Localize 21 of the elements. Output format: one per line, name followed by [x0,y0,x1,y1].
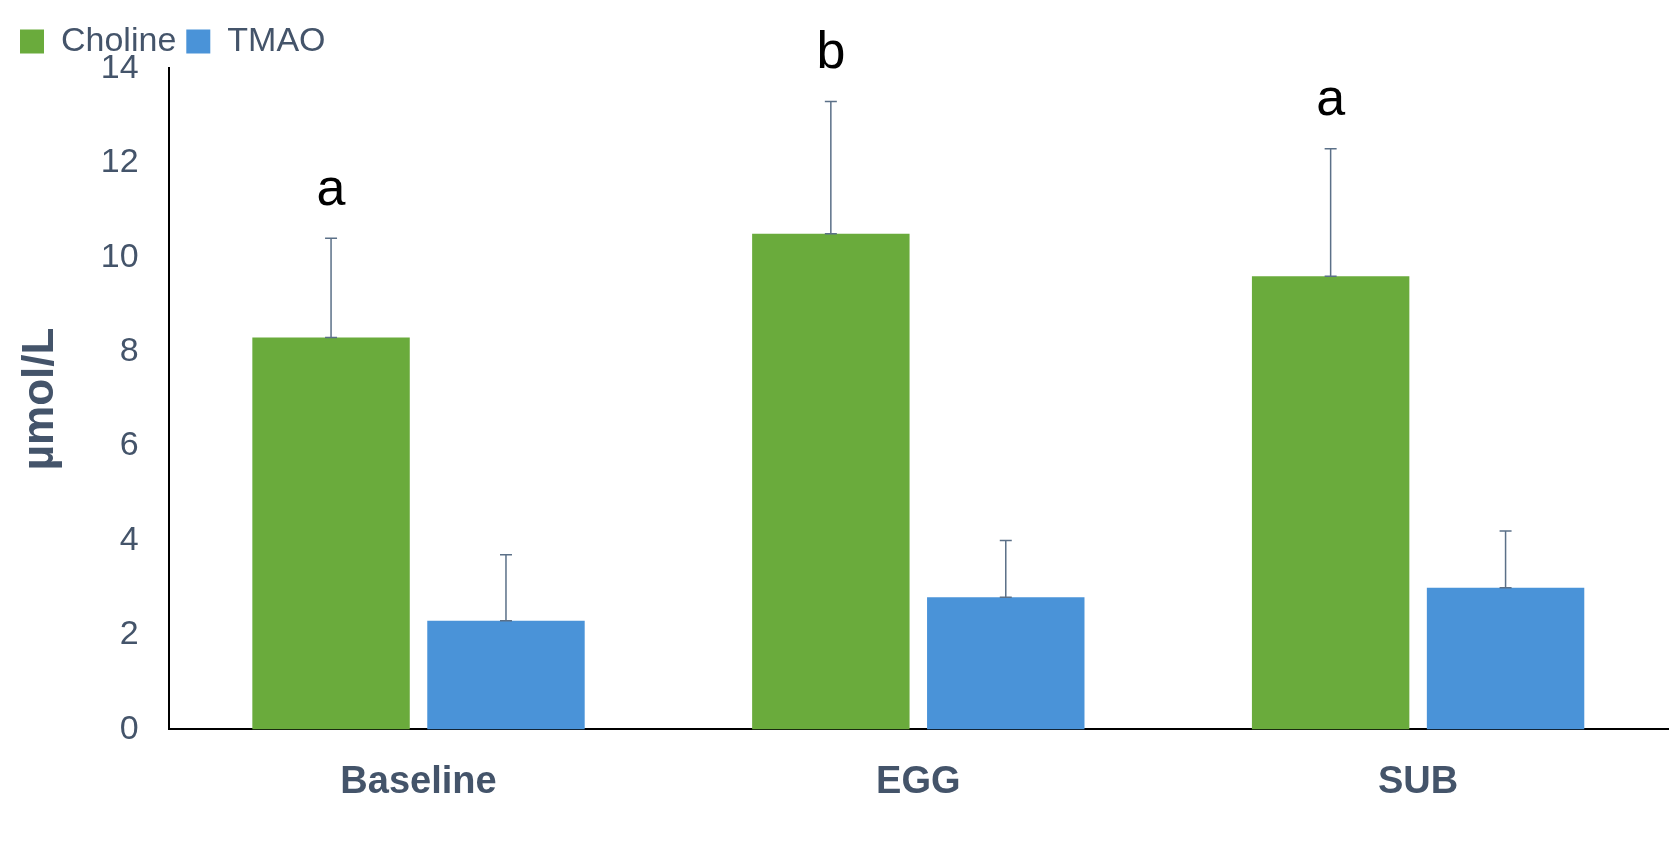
bar [252,337,410,730]
bar [1251,276,1410,730]
bar [752,233,910,730]
x-tick-label: EGG [876,758,961,801]
x-tick-label: Baseline [340,758,497,801]
y-tick-label: 4 [119,518,139,557]
y-tick-label: 2 [119,613,139,652]
y-tick-label: 6 [119,424,139,463]
y-axis-title: µmol/L [12,327,62,471]
legend-label: TMAO [227,19,326,58]
y-tick-label: 0 [119,707,139,746]
annotation: b [816,20,846,79]
y-tick-label: 10 [100,235,139,274]
bar [1426,587,1585,730]
annotation: a [1316,68,1346,127]
annotation: a [316,157,346,216]
bar [427,620,585,730]
y-tick-label: 8 [119,330,139,369]
x-tick-label: SUB [1377,758,1459,801]
y-tick-label: 12 [100,141,139,180]
bar [927,597,1085,730]
